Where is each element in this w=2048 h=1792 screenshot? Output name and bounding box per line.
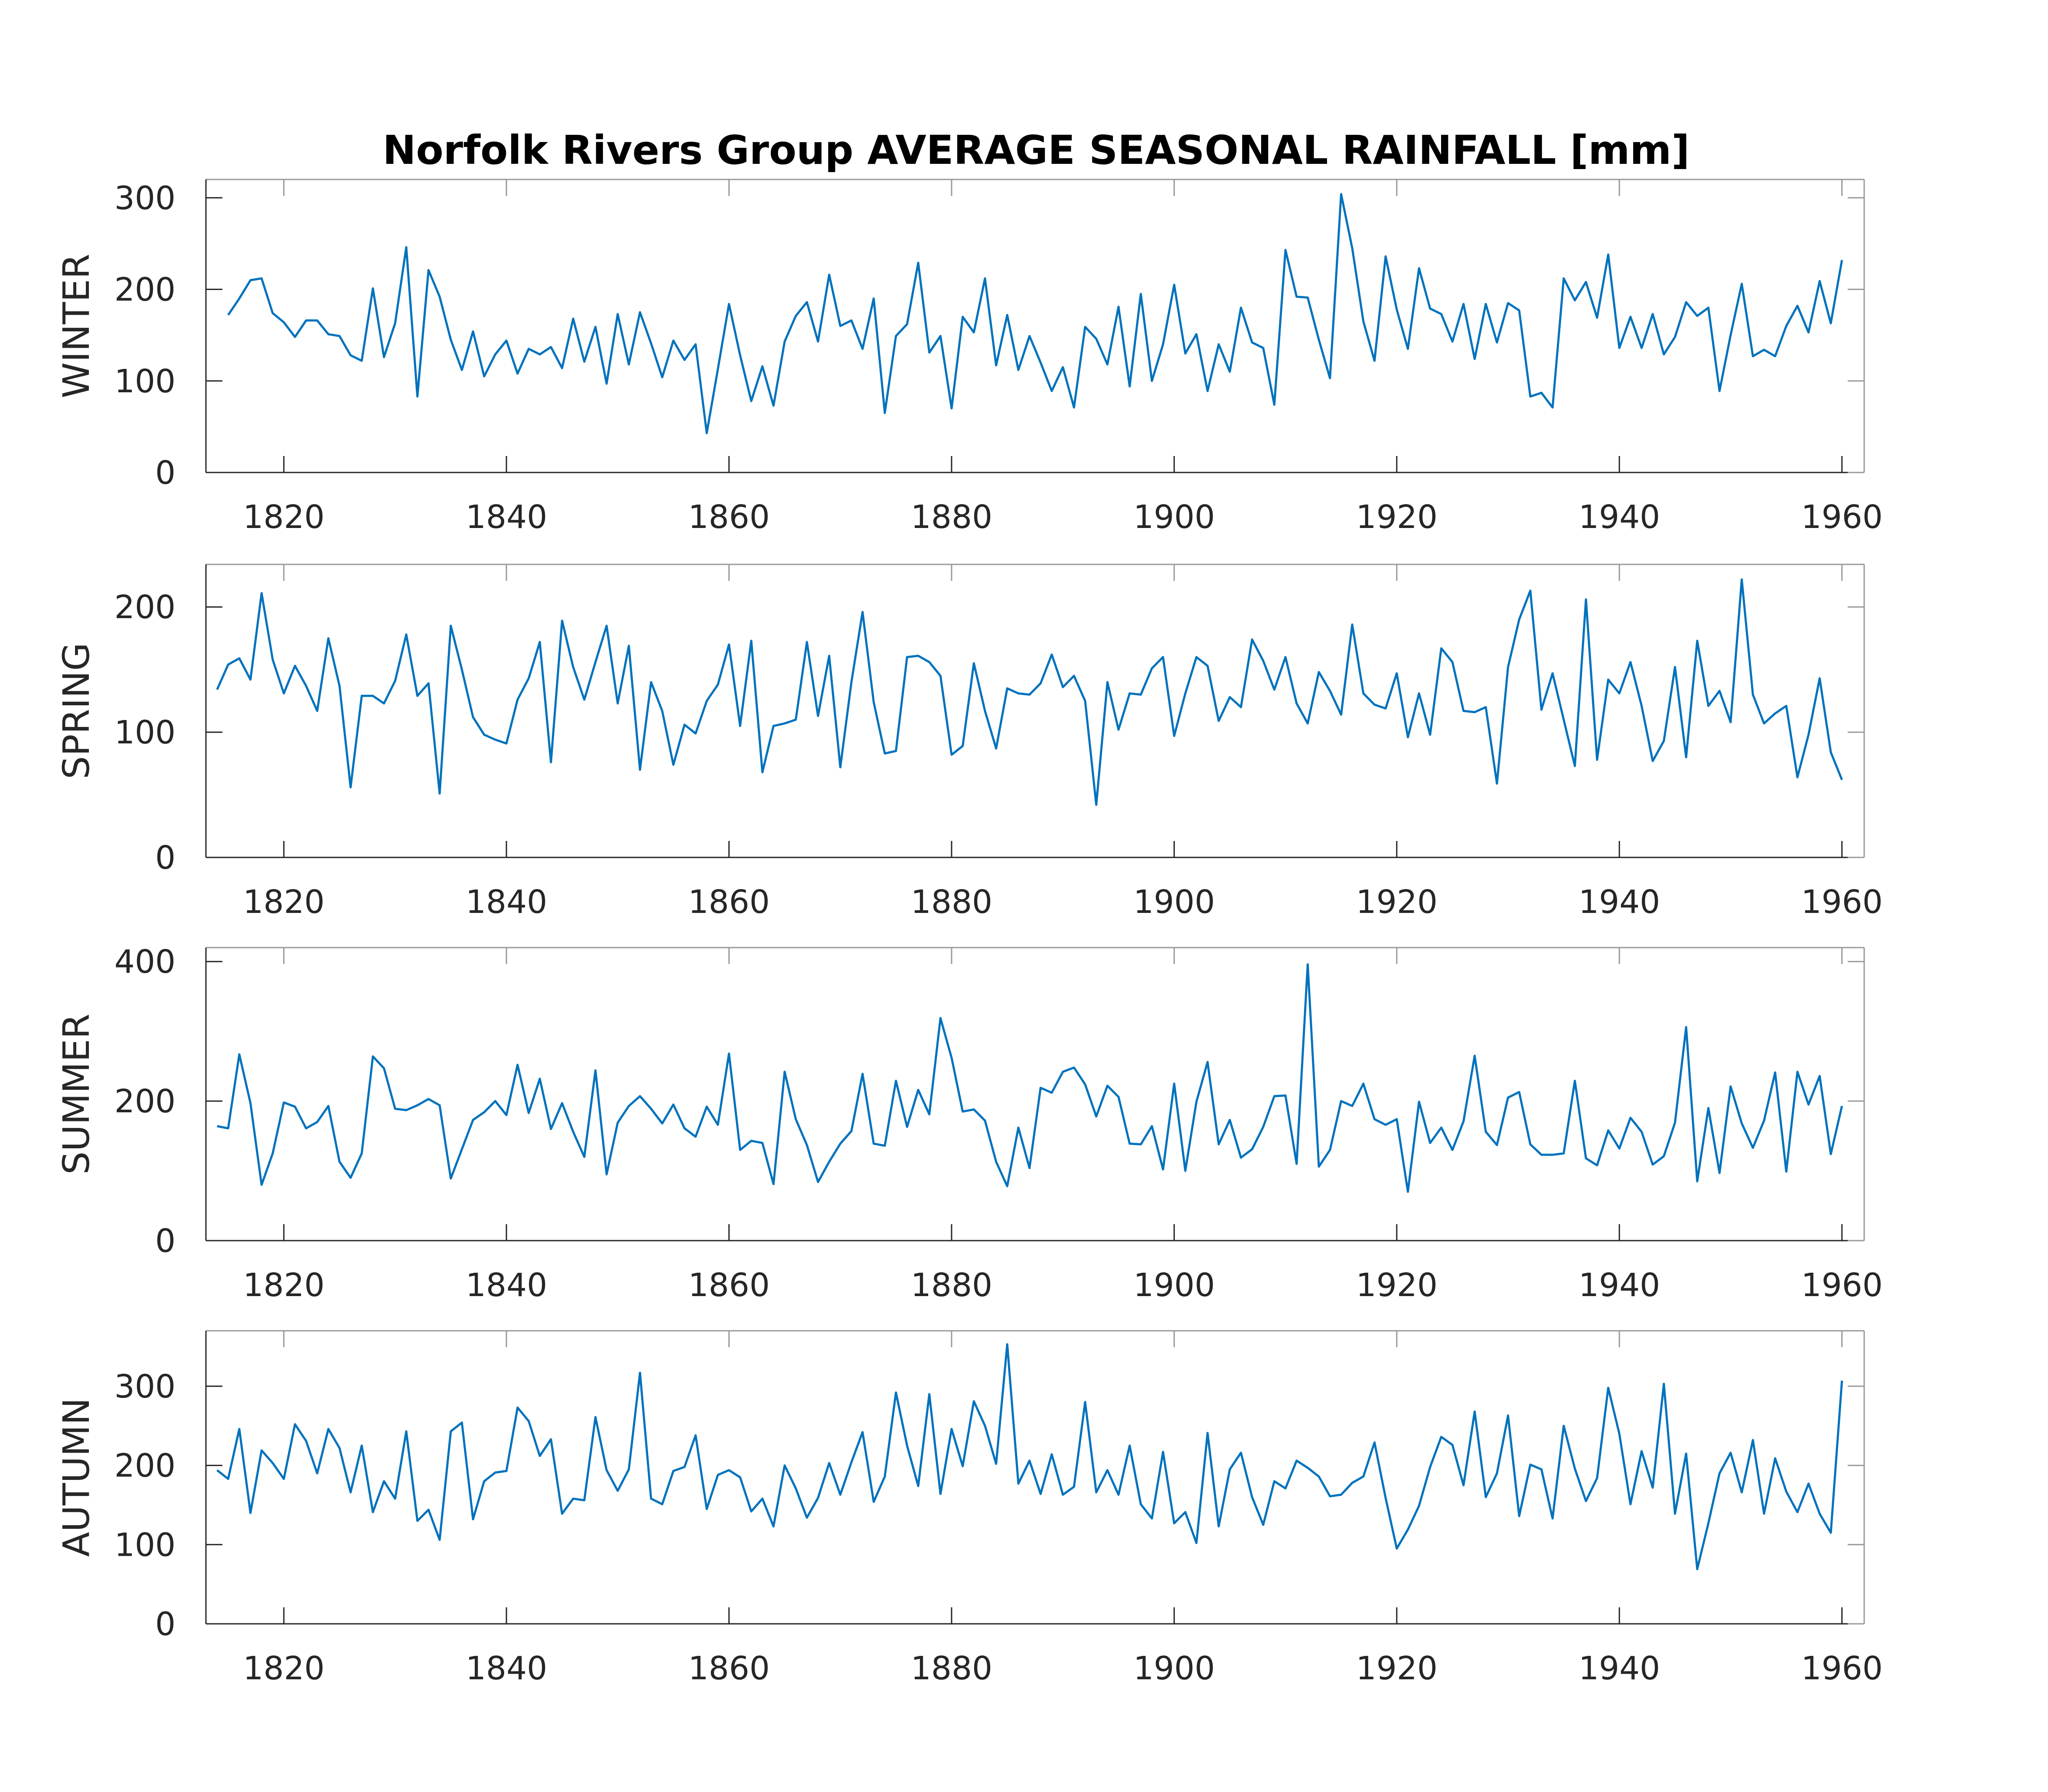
x-tick-label: 1840: [466, 1650, 547, 1687]
x-tick-label: 1880: [911, 883, 992, 921]
y-tick-label: 100: [114, 1526, 176, 1564]
x-tick-label: 1880: [911, 1267, 992, 1304]
x-tick-label: 1840: [466, 1267, 547, 1304]
y-axis-label: SUMMER: [55, 1013, 98, 1174]
x-tick-label: 1900: [1133, 1650, 1215, 1687]
x-tick-label: 1880: [911, 1650, 992, 1687]
x-tick-label: 1900: [1133, 883, 1215, 921]
y-axis-label: WINTER: [55, 254, 98, 398]
x-tick-label: 1940: [1578, 883, 1660, 921]
x-tick-label: 1940: [1578, 1650, 1660, 1687]
x-tick-label: 1880: [911, 499, 992, 536]
x-tick-label: 1900: [1133, 1267, 1215, 1304]
subplots: 1820 1840 1860 1880 1900 1920 1940 1960 0 100 200 3…: [55, 179, 1883, 1687]
x-tick-label: 1820: [243, 499, 325, 536]
series-line-autumn: [216, 1343, 1843, 1570]
y-tick-label: 0: [155, 1606, 176, 1643]
subplot-winter: 1820 1840 1860 1880 1900 1920 1940 1960 0 100 200 3…: [55, 179, 1883, 536]
y-tick-label: 200: [114, 1083, 176, 1120]
y-tick-label: 400: [114, 943, 176, 981]
x-tick-label: 1960: [1801, 883, 1882, 921]
x-tick-label: 1960: [1801, 499, 1882, 536]
series-line-summer: [217, 963, 1843, 1193]
y-tick-label: 300: [114, 179, 176, 217]
subplot-autumn: 1820 1840 1860 1880 1900 1920 1940 1960 0 100 200 3…: [55, 1330, 1883, 1687]
y-tick-label: 300: [114, 1368, 176, 1405]
x-tick-label: 1960: [1801, 1267, 1882, 1304]
chart-title: Norfolk Rivers Group AVERAGE SEASONAL RA…: [383, 127, 1690, 173]
x-tick-label: 1860: [688, 883, 770, 921]
y-axis-label: SPRING: [55, 642, 98, 779]
x-tick-label: 1940: [1578, 499, 1660, 536]
y-tick-label: 200: [114, 271, 176, 309]
series-line-winter: [227, 193, 1843, 434]
x-tick-label: 1900: [1133, 499, 1215, 536]
y-tick-label: 200: [114, 589, 176, 626]
x-tick-label: 1920: [1356, 499, 1438, 536]
y-tick-label: 0: [155, 1222, 176, 1260]
x-tick-label: 1860: [688, 1267, 770, 1304]
x-tick-label: 1840: [466, 883, 547, 921]
x-tick-label: 1940: [1578, 1267, 1660, 1304]
y-tick-label: 0: [155, 839, 176, 876]
x-tick-label: 1920: [1356, 1650, 1438, 1687]
series-line-spring: [216, 578, 1843, 806]
y-tick-label: 0: [155, 454, 176, 492]
subplot-spring: 1820 1840 1860 1880 1900 1920 1940 1960 0 100 200 S…: [55, 564, 1883, 921]
x-tick-label: 1860: [688, 1650, 770, 1687]
y-tick-label: 100: [114, 714, 176, 751]
x-tick-label: 1820: [243, 883, 325, 921]
x-tick-label: 1920: [1356, 1267, 1438, 1304]
x-tick-label: 1840: [466, 499, 547, 536]
x-tick-label: 1860: [688, 499, 770, 536]
y-axis-label: AUTUMN: [55, 1398, 98, 1557]
y-tick-label: 100: [114, 363, 176, 400]
x-tick-label: 1820: [243, 1267, 325, 1304]
x-tick-label: 1920: [1356, 883, 1438, 921]
x-tick-label: 1820: [243, 1650, 325, 1687]
y-tick-label: 200: [114, 1447, 176, 1485]
x-tick-label: 1960: [1801, 1650, 1882, 1687]
subplot-summer: 1820 1840 1860 1880 1900 1920 1940 1960 0 200 400 S…: [55, 943, 1883, 1304]
